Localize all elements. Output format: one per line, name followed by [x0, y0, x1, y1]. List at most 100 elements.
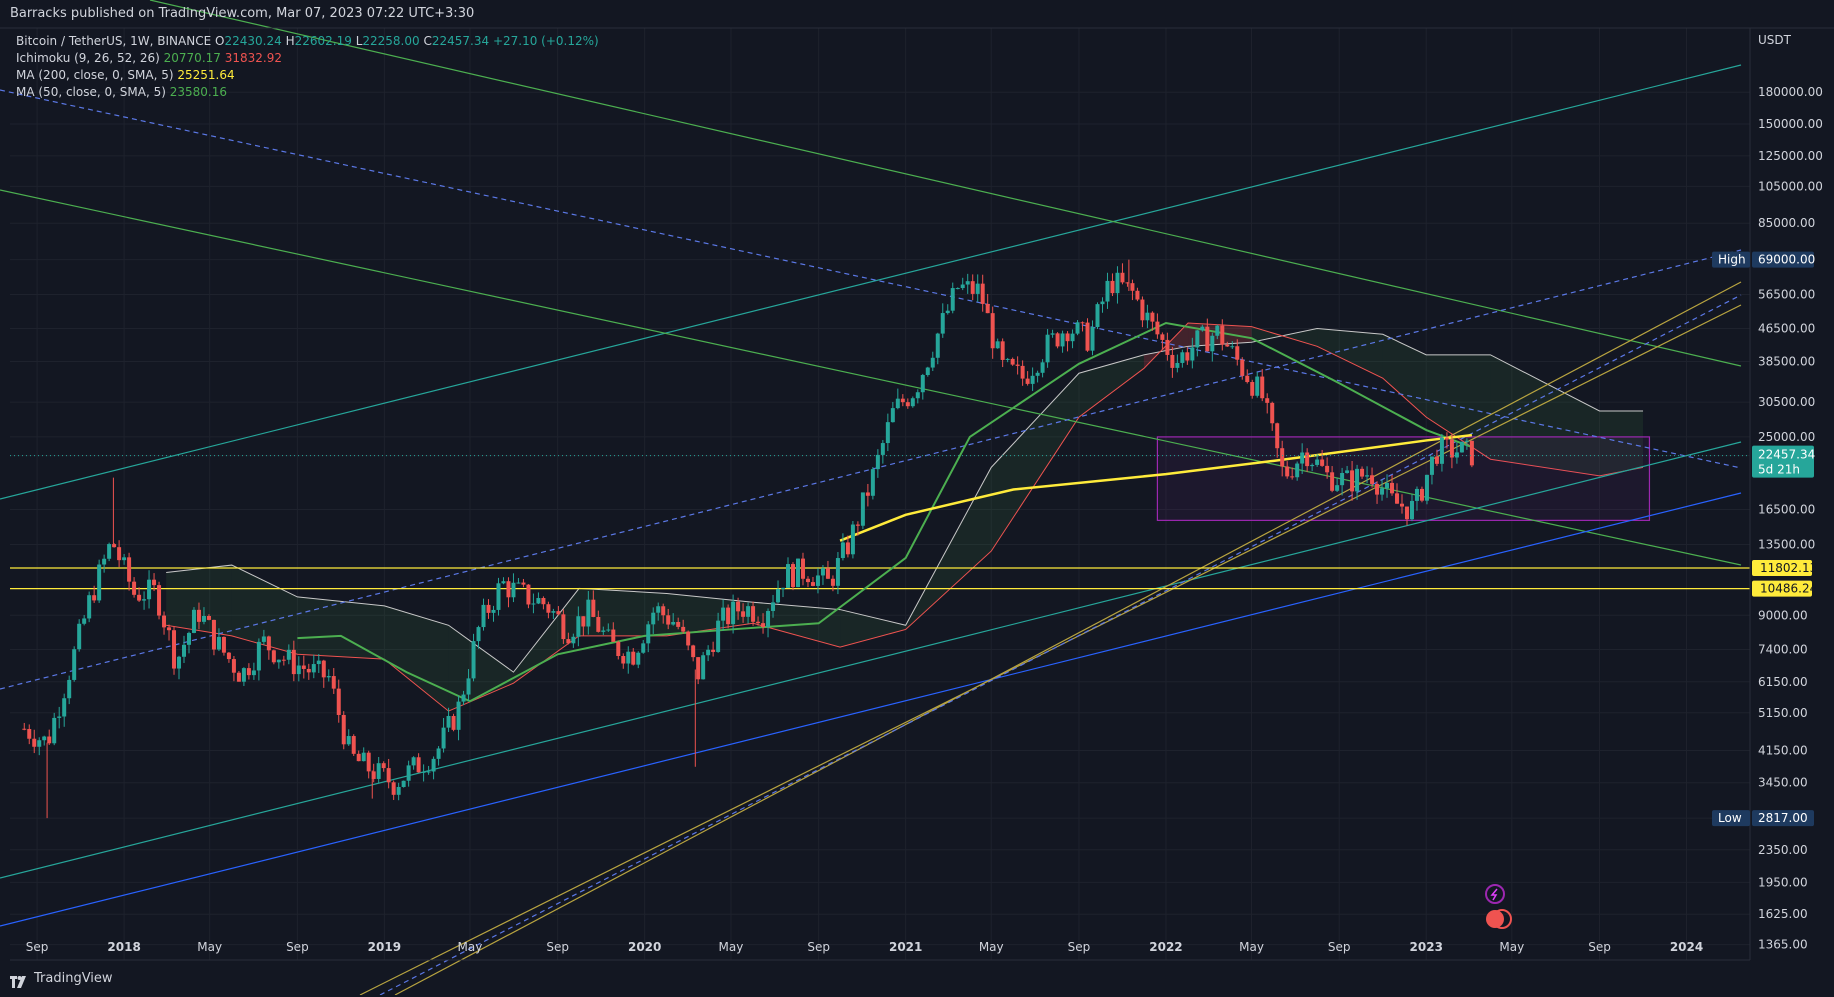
candle-body-141 — [726, 607, 731, 625]
ma50-row[interactable]: MA (50, close, 0, SMA, 5) 23580.16 — [16, 84, 599, 101]
trend-lines — [0, 0, 1742, 995]
candle-body-261 — [1325, 465, 1330, 473]
candle-body-208 — [1060, 333, 1065, 347]
candle-body-238 — [1210, 335, 1215, 352]
candle-body-288 — [1459, 441, 1464, 453]
candle-body-67 — [356, 753, 361, 762]
candle-body-33 — [186, 632, 191, 645]
candle-body-111 — [576, 616, 581, 637]
price-tick-9: 30500.00 — [1758, 395, 1815, 409]
candle-body-84 — [441, 727, 446, 749]
candle-body-52 — [281, 659, 286, 661]
ohlc-change: +27.10 (+0.12%) — [492, 34, 599, 48]
candle-body-249 — [1265, 398, 1270, 403]
candle-body-231 — [1175, 362, 1180, 368]
senkou-span-a — [166, 328, 1644, 673]
candle-body-73 — [386, 768, 391, 783]
candle-body-162 — [830, 578, 835, 586]
candle-body-100 — [521, 582, 526, 585]
candle-body-136 — [701, 655, 706, 680]
candle-body-68 — [361, 752, 366, 762]
candle-body-115 — [596, 616, 601, 632]
candle-body-212 — [1080, 322, 1085, 324]
candle-body-153 — [786, 564, 791, 588]
ohlc-open-label: O — [215, 34, 225, 48]
candle-body-243 — [1235, 346, 1240, 360]
candle-body-192 — [980, 283, 985, 304]
time-axis: Sep 2018 May Sep 2019 May Sep 2020 May Sep 2021 May… — [26, 940, 1703, 954]
candle-body-92 — [481, 604, 486, 628]
candle-body-3 — [37, 740, 42, 747]
symbol-row[interactable]: Bitcoin / TetherUS, 1W, BINANCE O22430.2… — [16, 33, 599, 50]
candle-body-127 — [656, 606, 661, 613]
candle-body-240 — [1220, 325, 1225, 345]
time-tick-4: 2019 — [368, 940, 401, 954]
chart-legend: Bitcoin / TetherUS, 1W, BINANCE O22430.2… — [16, 33, 599, 101]
candle-body-134 — [691, 645, 696, 658]
price-tick-16: 9000.00 — [1758, 608, 1808, 622]
price-tick-0: 180000.00 — [1758, 85, 1823, 99]
candle-body-62 — [331, 676, 336, 689]
candle-body-74 — [391, 782, 396, 795]
candle-body-255 — [1295, 463, 1300, 478]
candle-body-148 — [761, 623, 766, 628]
candle-body-50 — [271, 650, 276, 663]
candle-body-118 — [611, 629, 616, 642]
candle-body-189 — [965, 281, 970, 285]
candle-body-46 — [251, 670, 256, 676]
candle-body-38 — [211, 619, 216, 650]
candle-body-10 — [72, 649, 77, 680]
level-tag-0: 11802.13 — [1760, 561, 1817, 575]
cloud-segment-5 — [513, 588, 580, 684]
ma200-row[interactable]: MA (200, close, 0, SMA, 5) 25251.64 — [16, 67, 599, 84]
range-box — [1156, 436, 1651, 521]
candle-body-254 — [1290, 476, 1295, 478]
candle-body-211 — [1075, 322, 1080, 334]
candle-body-99 — [516, 582, 521, 584]
axis-currency-label: USDT — [1758, 33, 1792, 47]
candle-body-31 — [177, 656, 182, 669]
candle-body-142 — [731, 601, 736, 625]
candle-body-138 — [711, 649, 716, 652]
candle-body-269 — [1365, 475, 1370, 477]
candle-body-275 — [1395, 493, 1400, 504]
candle-body-122 — [631, 651, 636, 665]
candle-body-253 — [1285, 466, 1290, 477]
candle-body-16 — [102, 558, 107, 565]
candle-body-104 — [541, 598, 546, 605]
candle-body-183 — [935, 333, 940, 358]
candle-body-82 — [431, 758, 436, 772]
footer-brand[interactable]: TradingView — [10, 967, 113, 991]
candle-body-220 — [1120, 272, 1125, 283]
candle-body-150 — [771, 602, 776, 611]
price-tick-6: 56500.00 — [1758, 288, 1815, 302]
price-tick-21: 3450.00 — [1758, 776, 1808, 790]
candle-body-163 — [835, 558, 840, 586]
candle-body-56 — [301, 665, 306, 669]
candle-body-103 — [536, 598, 541, 604]
candle-body-66 — [351, 736, 356, 754]
candle-body-164 — [840, 542, 845, 559]
cloud-segment-17 — [1382, 334, 1427, 418]
price-tick-8: 38500.00 — [1758, 355, 1815, 369]
ichimoku-row[interactable]: Ichimoku (9, 26, 52, 26) 20770.17 31832.… — [16, 50, 599, 67]
candle-body-54 — [291, 649, 296, 675]
candle-body-86 — [451, 715, 456, 730]
candle-body-178 — [910, 398, 915, 407]
candle-body-274 — [1390, 482, 1395, 494]
ohlc-high: 22602.19 — [294, 34, 352, 48]
candle-body-233 — [1185, 352, 1190, 361]
candle-body-270 — [1370, 475, 1375, 484]
price-tick-23: 2350.00 — [1758, 843, 1808, 857]
ohlc-open: 22430.24 — [224, 34, 282, 48]
time-tick-16: 2023 — [1410, 940, 1443, 954]
price-tick-10: 25000.00 — [1758, 430, 1815, 444]
candle-body-125 — [646, 624, 651, 644]
candle-body-199 — [1015, 364, 1020, 366]
candle-body-154 — [791, 564, 795, 588]
cloud-segment-0 — [166, 565, 232, 636]
candle-body-123 — [636, 652, 641, 665]
candle-body-285 — [1444, 437, 1449, 440]
candle-body-25 — [147, 579, 152, 600]
